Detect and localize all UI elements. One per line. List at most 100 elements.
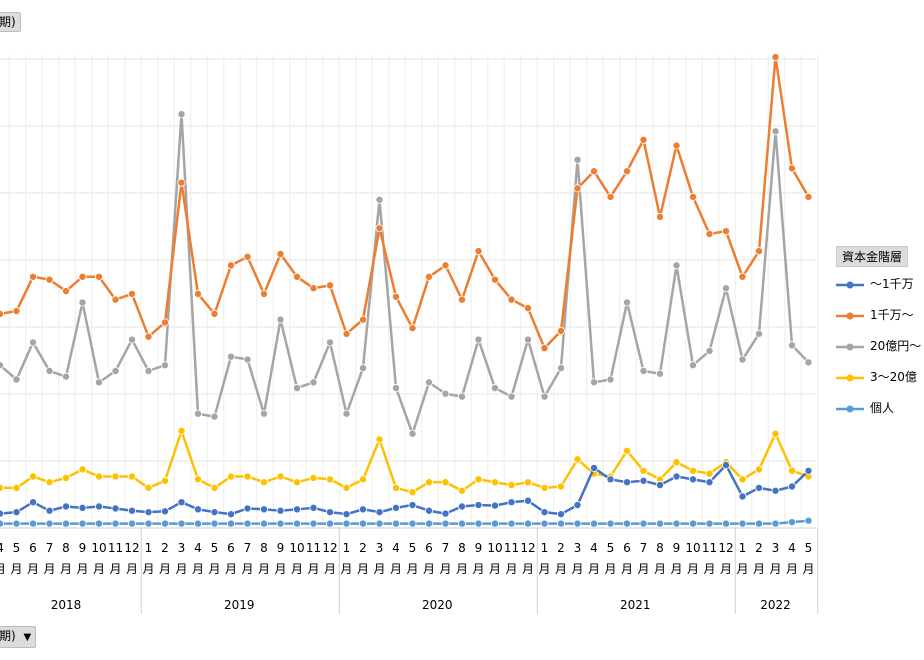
month-tick-label: 3	[376, 541, 384, 555]
month-suffix-label: 月	[621, 562, 633, 576]
data-point	[62, 372, 71, 381]
month-tick-label: 9	[673, 541, 681, 555]
data-point	[358, 475, 367, 484]
month-suffix-label: 月	[126, 562, 138, 576]
data-point	[474, 501, 483, 510]
data-point	[590, 167, 599, 176]
data-point	[540, 344, 549, 353]
data-point	[325, 508, 334, 517]
month-tick-label: 4	[590, 541, 598, 555]
month-suffix-label: 月	[60, 562, 72, 576]
data-point	[424, 272, 433, 281]
data-point	[656, 519, 665, 528]
data-point	[441, 478, 450, 487]
data-point	[623, 167, 632, 176]
legend-swatch-icon	[836, 405, 864, 412]
month-suffix-label: 月	[505, 562, 517, 576]
month-suffix-label: 月	[192, 562, 204, 576]
data-point	[243, 472, 252, 481]
month-suffix-label: 月	[654, 562, 666, 576]
month-suffix-label: 月	[225, 562, 237, 576]
data-point	[358, 315, 367, 324]
month-tick-label: 3	[772, 541, 780, 555]
data-point	[788, 164, 797, 173]
data-point	[590, 378, 599, 387]
legend-item[interactable]: 〜1千万	[836, 275, 914, 293]
data-point	[507, 481, 516, 490]
data-point	[507, 498, 516, 507]
data-point	[111, 366, 120, 375]
data-point	[193, 519, 202, 528]
data-point	[160, 318, 169, 327]
month-suffix-label: 月	[241, 562, 253, 576]
data-point	[540, 508, 549, 517]
month-tick-label: 6	[425, 541, 433, 555]
month-suffix-label: 月	[10, 562, 22, 576]
data-point	[309, 519, 318, 528]
data-point	[490, 275, 499, 284]
month-suffix-label: 月	[340, 562, 352, 576]
month-tick-label: 3	[178, 541, 186, 555]
data-point	[78, 519, 87, 528]
data-point	[639, 366, 648, 375]
year-tick-label: 2021	[620, 598, 651, 612]
month-suffix-label: 月	[258, 562, 270, 576]
field-button-top[interactable]: 期)	[0, 12, 21, 32]
month-tick-label: 4	[194, 541, 202, 555]
month-suffix-label: 月	[637, 562, 649, 576]
data-point	[309, 378, 318, 387]
data-point	[160, 507, 169, 516]
data-point	[672, 141, 681, 150]
month-suffix-label: 月	[109, 562, 121, 576]
data-point	[62, 519, 71, 528]
field-button-bottom[interactable]: 期) ▼	[0, 626, 37, 648]
legend-item[interactable]: 個人	[836, 399, 894, 417]
legend-item[interactable]: 20億円〜	[836, 337, 921, 355]
data-point	[705, 519, 714, 528]
data-point	[590, 463, 599, 472]
data-point	[441, 509, 450, 518]
data-point	[144, 332, 153, 341]
data-point	[408, 324, 417, 333]
legend-swatch-icon	[836, 343, 864, 350]
month-suffix-label: 月	[324, 562, 336, 576]
data-point	[771, 486, 780, 495]
data-point	[623, 298, 632, 307]
data-point	[755, 519, 764, 528]
data-point	[391, 519, 400, 528]
data-point	[689, 519, 698, 528]
data-point	[325, 338, 334, 347]
data-point	[771, 519, 780, 528]
data-point	[12, 483, 21, 492]
month-suffix-label: 月	[406, 562, 418, 576]
series-line-4	[0, 519, 809, 525]
data-point	[276, 472, 285, 481]
data-point	[259, 409, 268, 418]
data-point	[391, 483, 400, 492]
data-point	[656, 481, 665, 490]
data-point	[292, 478, 301, 487]
data-point	[375, 508, 384, 517]
data-point	[755, 483, 764, 492]
legend-title[interactable]: 資本金階層	[836, 246, 909, 267]
month-tick-label: 2	[755, 541, 763, 555]
data-point	[259, 505, 268, 514]
legend-label: 個人	[870, 401, 895, 415]
data-point	[358, 519, 367, 528]
data-point	[738, 492, 747, 501]
data-point	[95, 519, 104, 528]
legend-item[interactable]: 1千万〜	[836, 306, 914, 324]
data-point	[292, 384, 301, 393]
data-point	[292, 505, 301, 514]
data-point	[788, 518, 797, 527]
legend-item[interactable]: 3〜20億	[836, 368, 917, 386]
data-point	[524, 304, 533, 313]
data-point	[375, 435, 384, 444]
data-point	[342, 519, 351, 528]
month-suffix-label: 月	[604, 562, 616, 576]
month-tick-label: 4	[0, 541, 4, 555]
data-point	[524, 519, 533, 528]
data-point	[210, 508, 219, 517]
data-point	[62, 473, 71, 482]
data-point	[342, 409, 351, 418]
